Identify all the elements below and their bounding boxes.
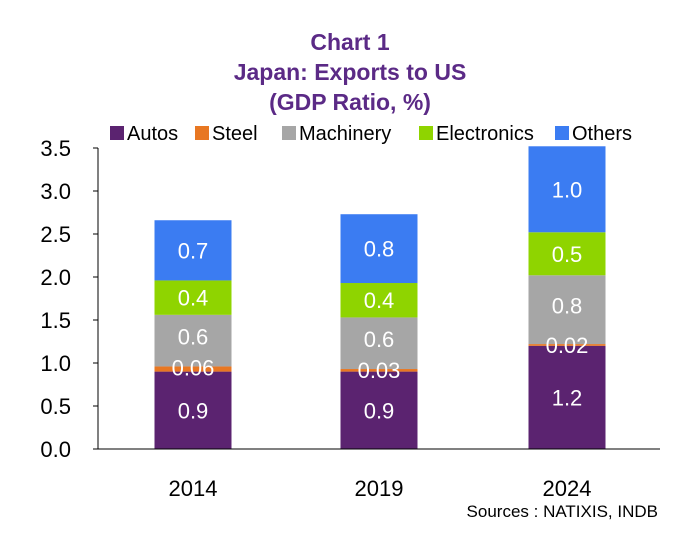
y-tick-label: 3.5 xyxy=(40,136,71,161)
bar-others-2014 xyxy=(154,220,232,281)
bar-autos-2019 xyxy=(340,371,418,449)
bar-others-2019 xyxy=(340,214,418,284)
bar-machinery-2024 xyxy=(528,275,606,345)
data-label-electronics-2024: 0.5 xyxy=(552,242,583,267)
x-tick-label-2024: 2024 xyxy=(543,476,592,501)
data-label-steel-2024: 0.02 xyxy=(546,333,589,358)
legend-swatch-autos xyxy=(110,126,124,140)
y-axis: 0.0 0.5 1.0 1.5 2.0 2.5 3.0 3.5 xyxy=(40,136,99,462)
source-note: Sources : NATIXIS, INDB xyxy=(467,502,658,521)
chart-title-line-3: (GDP Ratio, %) xyxy=(269,89,431,115)
y-tick-label: 2.0 xyxy=(40,265,71,290)
bar-autos-2014 xyxy=(154,371,232,449)
data-label-machinery-2024: 0.8 xyxy=(552,294,583,319)
bar-machinery-2019 xyxy=(340,317,418,370)
data-label-others-2014: 0.7 xyxy=(178,238,209,263)
data-label-steel-2014: 0.06 xyxy=(172,355,215,380)
bar-others-2024 xyxy=(528,146,606,233)
y-tick-label: 2.5 xyxy=(40,222,71,247)
legend-swatch-electronics xyxy=(419,126,433,140)
y-tick-label: 1.0 xyxy=(40,351,71,376)
y-tick-label: 0.5 xyxy=(40,394,71,419)
data-label-others-2019: 0.8 xyxy=(364,237,395,262)
legend-label-others: Others xyxy=(572,123,632,145)
bar-steel-2019 xyxy=(340,369,418,372)
chart-legend: Autos Steel Machinery Electronics Others xyxy=(110,123,632,145)
data-label-electronics-2014: 0.4 xyxy=(178,286,209,311)
bar-electronics-2019 xyxy=(340,283,418,318)
x-tick-label-2019: 2019 xyxy=(355,476,404,501)
bar-electronics-2024 xyxy=(528,232,606,276)
data-label-electronics-2019: 0.4 xyxy=(364,288,395,313)
legend-swatch-steel xyxy=(195,126,209,140)
bar-machinery-2014 xyxy=(154,314,232,367)
data-label-steel-2019: 0.03 xyxy=(358,358,401,383)
chart-title-line-1: Chart 1 xyxy=(310,29,389,55)
x-axis: 2014 2019 2024 xyxy=(98,448,660,501)
y-tick-label: 3.0 xyxy=(40,179,71,204)
bar-electronics-2014 xyxy=(154,280,232,315)
chart-title: Chart 1 Japan: Exports to US (GDP Ratio, %… xyxy=(234,29,467,115)
legend-label-machinery: Machinery xyxy=(299,123,391,145)
bars xyxy=(154,146,606,449)
bar-autos-2024 xyxy=(528,345,606,449)
bar-steel-2014 xyxy=(154,366,232,372)
x-tick-label-2014: 2014 xyxy=(169,476,218,501)
legend-label-electronics: Electronics xyxy=(436,123,534,145)
data-label-machinery-2014: 0.6 xyxy=(178,325,209,350)
legend-label-steel: Steel xyxy=(212,123,258,145)
y-tick-label: 0.0 xyxy=(40,437,71,462)
data-label-autos-2024: 1.2 xyxy=(552,385,583,410)
legend-label-autos: Autos xyxy=(127,123,178,145)
data-labels: 0.9 0.06 0.6 0.4 0.7 0.9 0.03 0.6 0.4 0.8 1.2 0.02 0… xyxy=(172,177,589,423)
data-label-autos-2019: 0.9 xyxy=(364,398,395,423)
bar-steel-2024 xyxy=(528,344,606,346)
data-label-machinery-2019: 0.6 xyxy=(364,327,395,352)
data-label-others-2024: 1.0 xyxy=(552,177,583,202)
data-label-autos-2014: 0.9 xyxy=(178,398,209,423)
chart-title-line-2: Japan: Exports to US xyxy=(234,59,467,85)
legend-swatch-machinery xyxy=(282,126,296,140)
legend-swatch-others xyxy=(555,126,569,140)
y-tick-label: 1.5 xyxy=(40,308,71,333)
